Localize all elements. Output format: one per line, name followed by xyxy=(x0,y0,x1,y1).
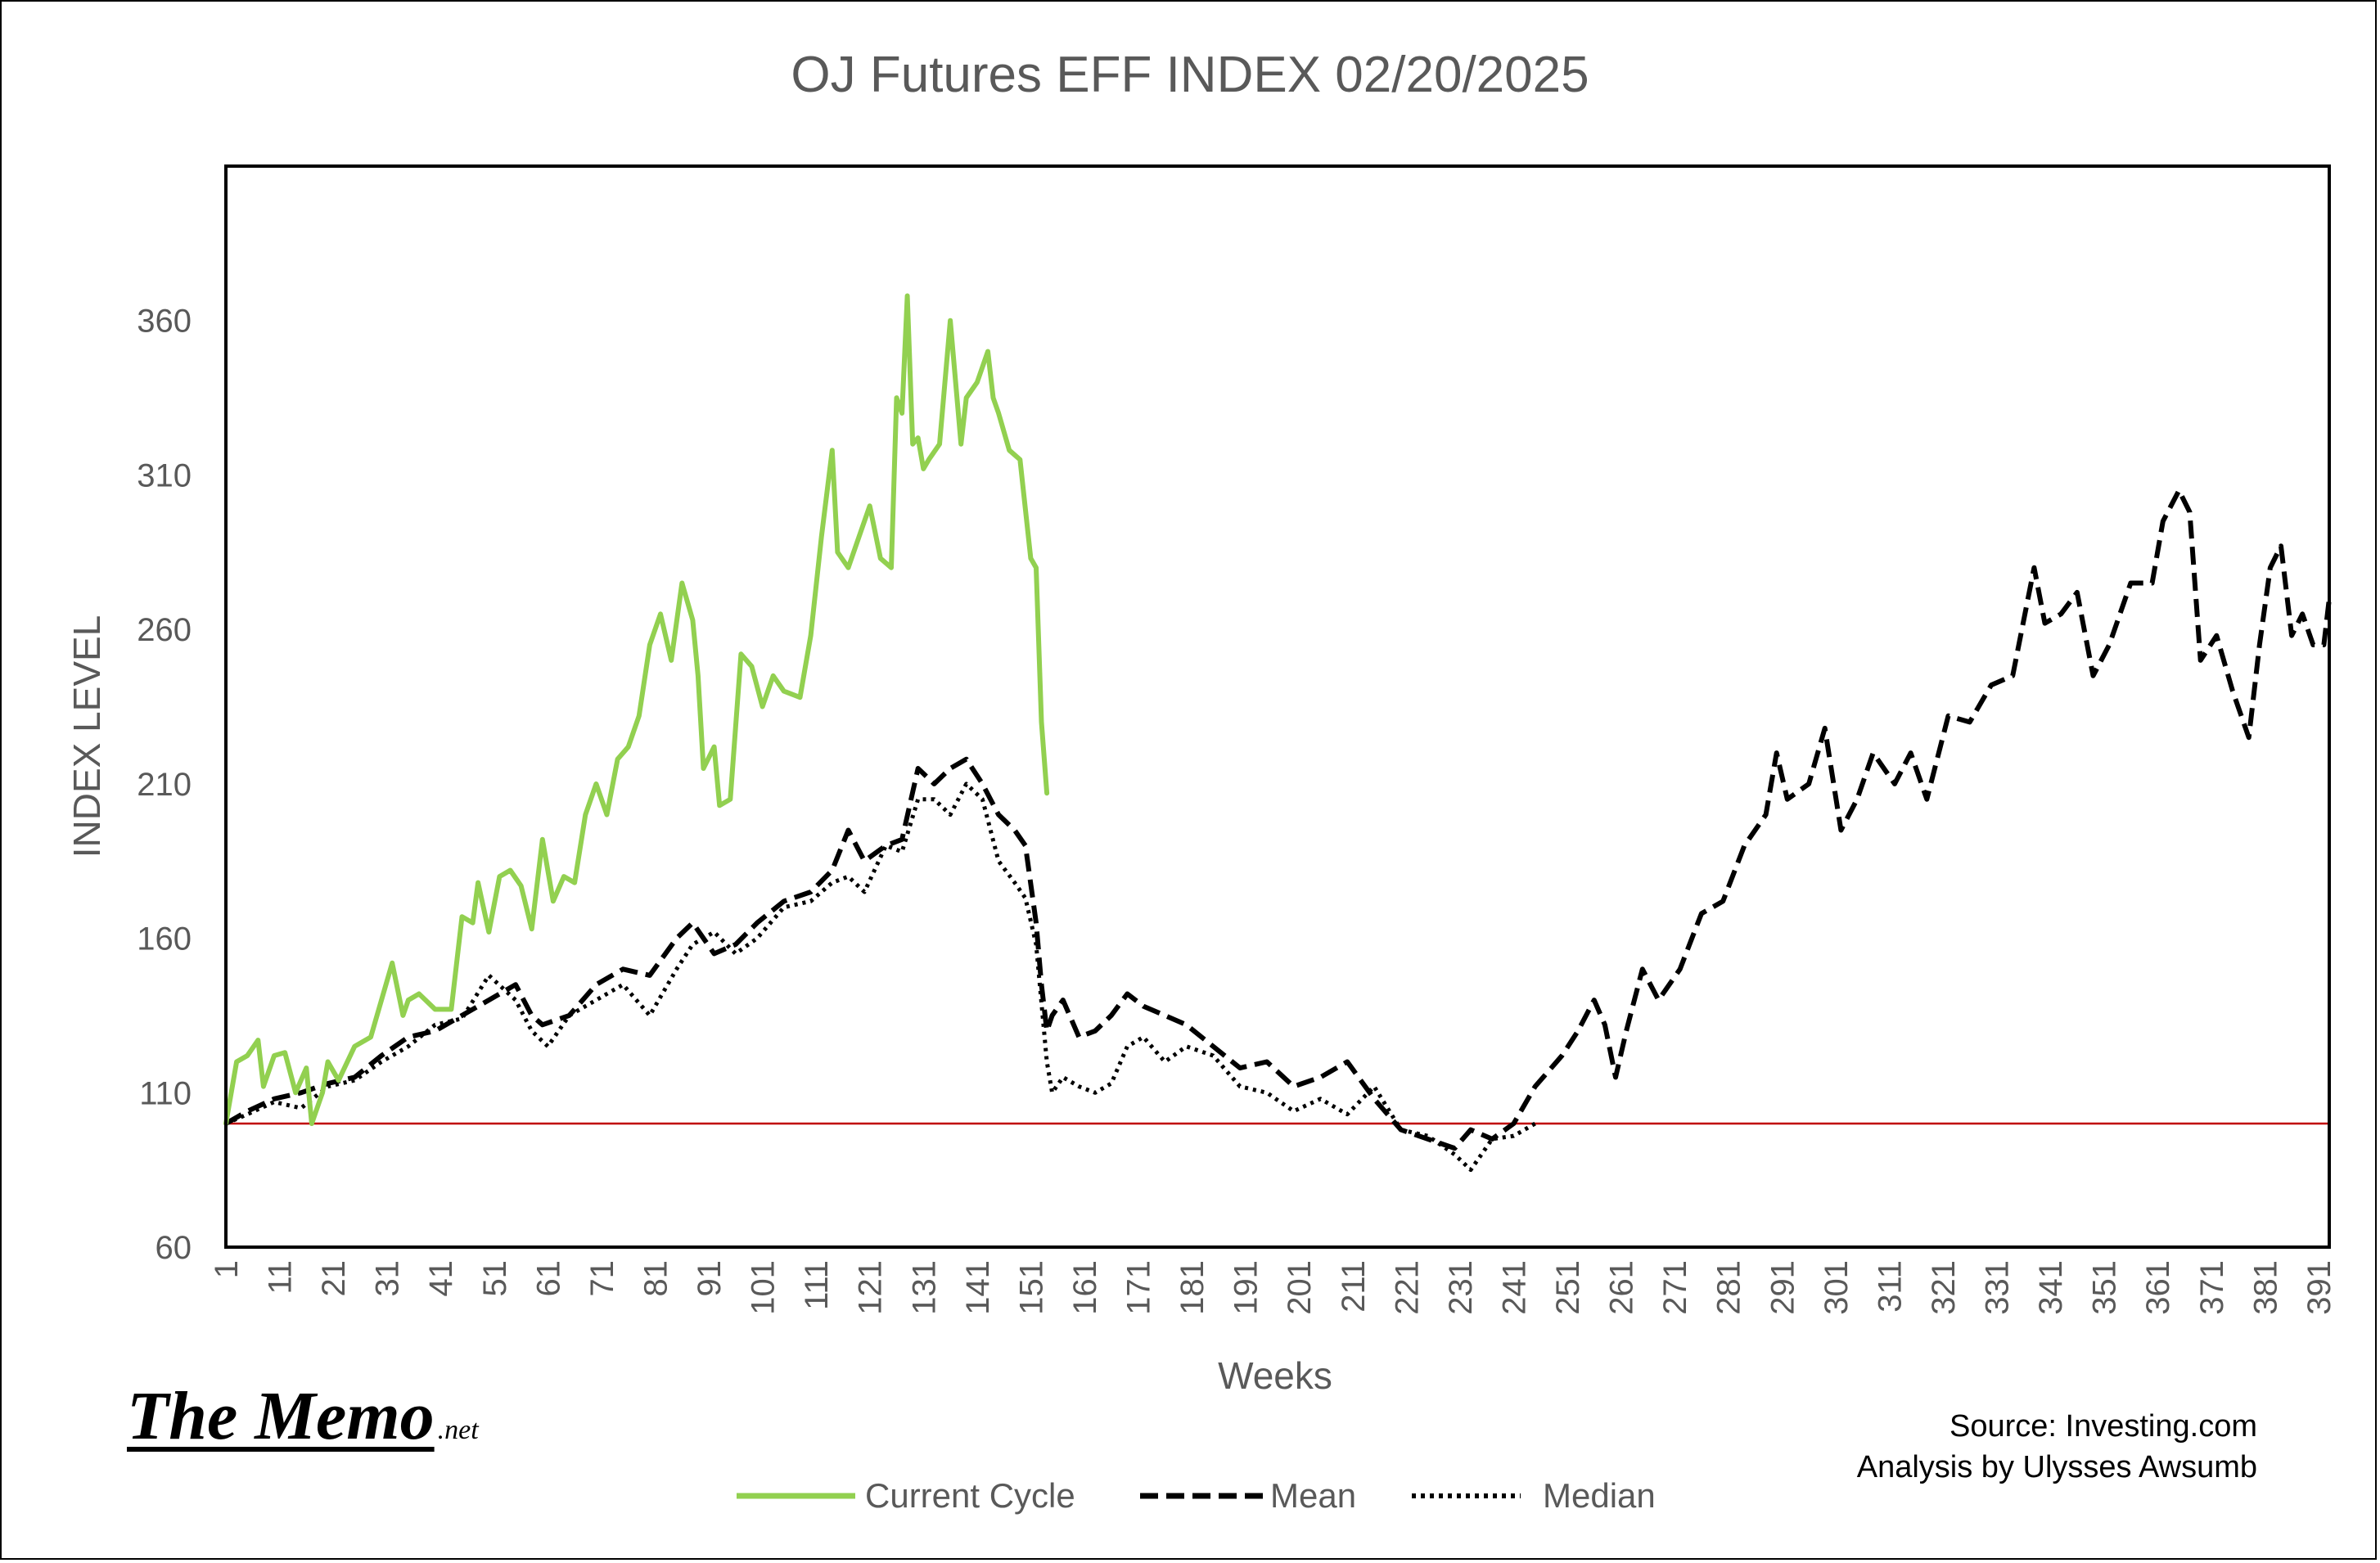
x-tick-label: 261 xyxy=(1604,1260,1640,1315)
x-tick-label: 381 xyxy=(2247,1260,2283,1315)
x-tick-label: 21 xyxy=(316,1260,352,1297)
y-tick-label: 60 xyxy=(156,1230,192,1266)
y-tick-label: 360 xyxy=(137,304,192,340)
x-tick-label: 361 xyxy=(2140,1260,2176,1315)
y-tick-label: 260 xyxy=(137,612,192,648)
x-tick-label: 311 xyxy=(1872,1260,1908,1313)
legend: Current Cycle Mean Median xyxy=(737,1476,1656,1515)
x-tick-label: 271 xyxy=(1657,1260,1693,1315)
x-tick-label: 211 xyxy=(1336,1260,1372,1313)
x-tick-label: 31 xyxy=(370,1260,406,1297)
legend-label-mean: Mean xyxy=(1270,1476,1356,1515)
series-line-mean xyxy=(224,488,2332,1151)
x-tick-label: 181 xyxy=(1174,1260,1210,1315)
x-tick-label: 1 xyxy=(209,1260,245,1278)
x-tick-label: 371 xyxy=(2194,1260,2230,1315)
x-tick-label: 151 xyxy=(1013,1260,1049,1315)
x-tick-label: 241 xyxy=(1497,1260,1533,1315)
source-line: Source: Investing.com xyxy=(1950,1409,2257,1444)
brand-suffix: .net xyxy=(437,1415,479,1445)
brand-name: The Memo xyxy=(127,1378,435,1454)
x-axis-title: Weeks xyxy=(1218,1354,1332,1397)
x-tick-label: 351 xyxy=(2087,1260,2123,1315)
x-tick-label: 121 xyxy=(853,1260,889,1315)
x-tick-label: 101 xyxy=(746,1260,782,1315)
x-tick-label: 331 xyxy=(1980,1260,2016,1315)
y-tick-label: 160 xyxy=(137,921,192,957)
plot-border xyxy=(224,164,2331,1249)
x-tick-label: 201 xyxy=(1282,1260,1318,1315)
x-tick-label: 391 xyxy=(2301,1260,2337,1315)
x-tick-label: 281 xyxy=(1711,1260,1747,1315)
series-layer xyxy=(223,293,2332,1173)
x-tick-label: 141 xyxy=(960,1260,996,1315)
y-axis-title: INDEX LEVEL xyxy=(65,615,108,858)
legend-label-current: Current Cycle xyxy=(865,1476,1075,1515)
x-tick-label: 61 xyxy=(530,1260,566,1297)
y-tick-label: 310 xyxy=(137,457,192,493)
credits: Source: Investing.com Analysis by Ulysse… xyxy=(1857,1406,2257,1488)
chart-title: OJ Futures EFF INDEX 02/20/2025 xyxy=(791,47,1589,103)
x-tick-label: 51 xyxy=(477,1260,513,1297)
brand-logo: The Memo .net xyxy=(127,1376,479,1456)
x-tick-label: 251 xyxy=(1550,1260,1586,1315)
x-tick-label: 161 xyxy=(1067,1260,1103,1315)
series-line-median xyxy=(225,782,1536,1173)
x-tick-label: 291 xyxy=(1765,1260,1801,1315)
x-tick-label: 231 xyxy=(1443,1260,1479,1315)
y-tick-label: 210 xyxy=(137,767,192,803)
x-tick-label: 111 xyxy=(799,1260,835,1310)
x-tick-label: 171 xyxy=(1121,1260,1157,1315)
x-tick-label: 81 xyxy=(638,1260,674,1297)
x-tick-label: 131 xyxy=(906,1260,942,1315)
x-tick-label: 341 xyxy=(2033,1260,2069,1315)
y-tick-label: 110 xyxy=(139,1075,192,1111)
x-tick-label: 191 xyxy=(1228,1260,1264,1315)
x-tick-label: 11 xyxy=(263,1260,299,1295)
x-tick-label: 321 xyxy=(1926,1260,1962,1315)
x-tick-label: 221 xyxy=(1389,1260,1425,1315)
analysis-line: Analysis by Ulysses Awsumb xyxy=(1856,1450,2257,1484)
x-tick-label: 71 xyxy=(584,1260,620,1297)
series-line-current-cycle xyxy=(223,293,1050,1126)
x-tick-label: 301 xyxy=(1819,1260,1855,1315)
x-tick-label: 91 xyxy=(692,1260,728,1297)
x-tick-label: 41 xyxy=(423,1260,459,1297)
legend-label-median: Median xyxy=(1543,1476,1656,1515)
